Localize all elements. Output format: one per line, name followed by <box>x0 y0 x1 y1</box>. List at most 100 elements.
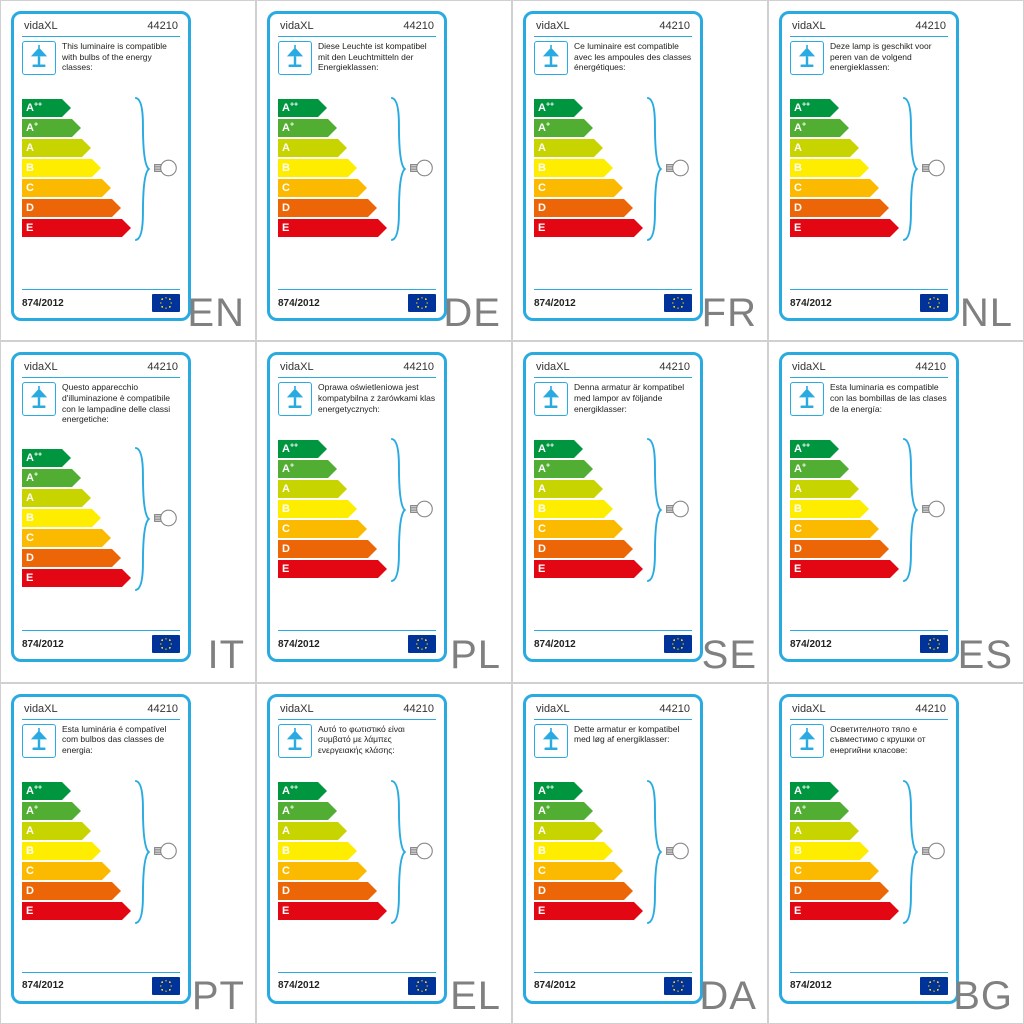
energy-arrow-A++: A++ <box>790 440 830 458</box>
language-code: EN <box>187 291 245 336</box>
energy-label-card: vidaXL 44210 Esta luminária é compatível… <box>11 694 191 1004</box>
energy-arrow-A++: A++ <box>278 782 318 800</box>
energy-arrow-B: B <box>22 842 92 860</box>
compat-text: Diese Leuchte ist kompatibel mit den Leu… <box>318 41 436 73</box>
regulation-text: 874/2012 <box>278 639 320 650</box>
energy-arrow-A: A <box>22 822 82 840</box>
energy-arrow-A: A <box>790 139 850 157</box>
label-cell: vidaXL 44210 Oprawa oświetleniowa jest k… <box>256 341 512 682</box>
regulation-text: 874/2012 <box>22 980 64 991</box>
label-cell: vidaXL 44210 Deze lamp is geschikt voor … <box>768 0 1024 341</box>
energy-arrow-E: E <box>534 902 634 920</box>
language-code: PL <box>450 633 501 678</box>
compat-text: Ce luminaire est compatible avec les amp… <box>574 41 692 73</box>
bulb-icon <box>152 507 178 529</box>
compat-text: Questo apparecchio d'illuminazione è com… <box>62 382 180 425</box>
energy-arrow-A+: A+ <box>534 119 584 137</box>
divider <box>278 377 436 378</box>
energy-arrow-A+: A+ <box>790 802 840 820</box>
energy-arrow-D: D <box>534 199 624 217</box>
divider <box>278 719 436 720</box>
energy-arrow-A: A <box>790 822 850 840</box>
energy-arrow-C: C <box>790 520 870 538</box>
eu-flag-icon <box>664 635 692 653</box>
energy-arrow-A: A <box>534 139 594 157</box>
label-cell: vidaXL 44210 Осветителното тяло е съвмес… <box>768 683 1024 1024</box>
energy-label-card: vidaXL 44210 Deze lamp is geschikt voor … <box>779 11 959 321</box>
brace-icon <box>386 779 408 925</box>
energy-arrow-A: A <box>22 489 82 507</box>
energy-arrow-C: C <box>22 862 102 880</box>
energy-arrow-A+: A+ <box>534 460 584 478</box>
brand-text: vidaXL <box>792 703 826 715</box>
energy-arrow-E: E <box>22 902 122 920</box>
brand-text: vidaXL <box>280 361 314 373</box>
compat-text: Αυτό το φωτιστικό είναι συμβατό με λάμπε… <box>318 724 436 756</box>
regulation-text: 874/2012 <box>534 298 576 309</box>
bulb-icon <box>152 840 178 862</box>
language-code: BG <box>953 974 1013 1019</box>
model-text: 44210 <box>147 20 178 32</box>
energy-arrow-C: C <box>790 862 870 880</box>
energy-arrow-B: B <box>22 159 92 177</box>
compat-text: This luminaire is compatible with bulbs … <box>62 41 180 73</box>
energy-arrow-C: C <box>278 520 358 538</box>
bulb-icon <box>408 498 434 520</box>
energy-chart: A++ A+ A B C D E <box>278 99 436 289</box>
energy-arrow-E: E <box>534 560 634 578</box>
regulation-text: 874/2012 <box>534 639 576 650</box>
brace-icon <box>898 96 920 242</box>
brace-icon <box>386 437 408 583</box>
energy-arrow-B: B <box>278 159 348 177</box>
bulb-icon <box>152 157 178 179</box>
energy-arrow-B: B <box>534 842 604 860</box>
compat-text: Deze lamp is geschikt voor peren van de … <box>830 41 948 73</box>
lamp-icon-box <box>790 41 824 75</box>
energy-arrow-D: D <box>278 882 368 900</box>
energy-arrow-A+: A+ <box>278 802 328 820</box>
brand-text: vidaXL <box>24 20 58 32</box>
energy-arrow-B: B <box>790 159 860 177</box>
model-text: 44210 <box>915 20 946 32</box>
brand-text: vidaXL <box>536 361 570 373</box>
energy-arrow-B: B <box>790 500 860 518</box>
energy-arrow-E: E <box>790 902 890 920</box>
energy-arrow-C: C <box>790 179 870 197</box>
energy-arrow-B: B <box>534 159 604 177</box>
energy-label-card: vidaXL 44210 Осветителното тяло е съвмес… <box>779 694 959 1004</box>
energy-arrow-A++: A++ <box>22 99 62 117</box>
lamp-icon <box>794 45 820 71</box>
regulation-text: 874/2012 <box>790 298 832 309</box>
energy-arrow-A++: A++ <box>534 99 574 117</box>
energy-arrow-E: E <box>22 219 122 237</box>
energy-label-card: vidaXL 44210 Dette armatur er kompatibel… <box>523 694 703 1004</box>
energy-arrow-D: D <box>534 882 624 900</box>
energy-chart: A++ A+ A B C D E <box>534 782 692 972</box>
lamp-icon-box <box>534 724 568 758</box>
label-cell: vidaXL 44210 Αυτό το φωτιστικό είναι συμ… <box>256 683 512 1024</box>
energy-label-card: vidaXL 44210 Diese Leuchte ist kompatibe… <box>267 11 447 321</box>
language-code: EL <box>450 974 501 1019</box>
energy-arrow-D: D <box>534 540 624 558</box>
model-text: 44210 <box>147 703 178 715</box>
language-code: FR <box>702 291 757 336</box>
lamp-icon-box <box>22 41 56 75</box>
label-cell: vidaXL 44210 Esta luminaria es compatibl… <box>768 341 1024 682</box>
model-text: 44210 <box>915 703 946 715</box>
energy-arrow-A: A <box>278 480 338 498</box>
energy-arrow-C: C <box>534 179 614 197</box>
lamp-icon-box <box>278 724 312 758</box>
lamp-icon <box>538 728 564 754</box>
divider <box>790 36 948 37</box>
divider <box>22 36 180 37</box>
energy-arrow-A: A <box>534 822 594 840</box>
label-cell: vidaXL 44210 Diese Leuchte ist kompatibe… <box>256 0 512 341</box>
brace-icon <box>130 779 152 925</box>
energy-arrow-A++: A++ <box>534 440 574 458</box>
energy-arrow-E: E <box>278 902 378 920</box>
energy-arrow-E: E <box>790 560 890 578</box>
lamp-icon <box>538 386 564 412</box>
brace-icon <box>386 96 408 242</box>
energy-label-card: vidaXL 44210 Denna armatur är kompatibel… <box>523 352 703 662</box>
energy-arrow-A: A <box>278 139 338 157</box>
